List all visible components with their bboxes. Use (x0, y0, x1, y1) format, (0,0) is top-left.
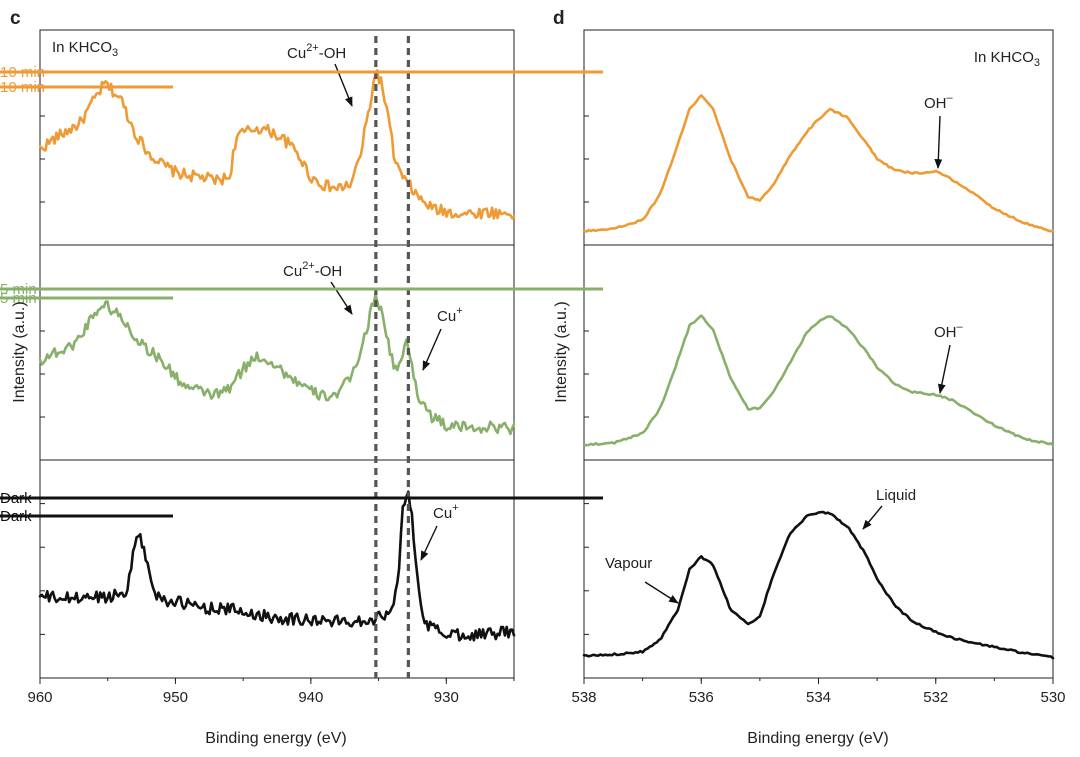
panel-d-annotation-arrow-2 (937, 344, 951, 394)
panel-c-series-10-min-line (38, 69, 516, 220)
panel-d-annotation-vapour-3: Vapour (605, 555, 652, 572)
panel-c-ylabel: Intensity (a.u.) (11, 301, 28, 402)
panel-d-series-5-min-line (582, 314, 1055, 447)
panel-c-xtick-label-940: 940 (298, 689, 323, 706)
panel-d-series-dark-line (582, 510, 1055, 660)
panel-c: c In KHCO3 10 min 5 min Dark Cu2+-OH Cu2+-OH… (0, 8, 516, 747)
panel-d-x-axis: 538 536 534 532 530 (571, 678, 1066, 706)
panel-c-legend-label-10-min: 10 min (0, 79, 45, 96)
panel-d-frame-2 (583, 244, 1054, 461)
panel-c-context-sub: 3 (112, 47, 118, 59)
panel-d-annotation-oh-2: OH– (934, 321, 964, 341)
panel-d-annotation-liquid-4: Liquid (876, 487, 916, 504)
panel-d-xtick-label-530: 530 (1040, 689, 1065, 706)
panel-c-series-dark-line (38, 490, 516, 642)
panel-c-xtick-label-930: 930 (434, 689, 459, 706)
panel-c-annotation-arrow-1 (334, 63, 353, 107)
panel-c-xtick-label-950: 950 (163, 689, 188, 706)
panel-c-frame-3 (39, 459, 515, 679)
panel-d-letter: d (553, 8, 565, 29)
panel-d-traces: 10 min 5 min Dark OH– OH– Vapour Liquid (0, 29, 1055, 679)
panel-c-context-label: In KHCO3 (52, 39, 118, 59)
panel-d-context-sub: 3 (1034, 57, 1040, 69)
panel-d-legend-label-dark: Dark (0, 490, 32, 507)
panel-c-xtick-label-960: 960 (27, 689, 52, 706)
panel-c-annotation-arrow-4 (420, 525, 438, 561)
panel-c-annotation-cu-4: Cu+ (433, 502, 459, 522)
panel-c-context-main: In KHCO (52, 39, 112, 56)
panel-d-xtick-label-534: 534 (806, 689, 831, 706)
panel-c-annotation-cu-3: Cu+ (437, 305, 463, 325)
panel-c-annotation-arrow-2 (330, 281, 353, 315)
panel-c-frame-2 (39, 244, 515, 461)
panel-c-letter: c (10, 8, 21, 29)
panel-d-ylabel: Intensity (a.u.) (553, 301, 570, 402)
panel-d-xtick-label-538: 538 (571, 689, 596, 706)
panel-d-context-label: In KHCO3 (974, 49, 1040, 69)
panel-d-xtick-label-536: 536 (689, 689, 714, 706)
panel-d-context-main: In KHCO (974, 49, 1034, 66)
panel-c-annotation-cu2-oh-1: Cu2+-OH (287, 42, 346, 62)
panel-d-annotation-arrow-1 (934, 115, 943, 169)
panel-d-legend-label-10-min: 10 min (0, 64, 45, 81)
panel-d-annotation-oh-1: OH– (924, 92, 954, 112)
panel-c-annotation-cu2-oh-2: Cu2+-OH (283, 260, 342, 280)
panel-c-x-axis: 960 950 940 930 (27, 678, 515, 706)
panel-d-series-10-min-line (582, 94, 1055, 233)
panel-c-legend-label-5-min: 5 min (0, 290, 37, 307)
panel-d-legend-label-5-min: 5 min (0, 281, 37, 298)
panel-c-annotation-arrow-3 (422, 328, 442, 371)
panel-c-legend-label-dark: Dark (0, 508, 32, 525)
panel-c-series-5-min-line (38, 293, 516, 436)
panel-d-xtick-label-532: 532 (923, 689, 948, 706)
panel-d-annotation-arrow-3 (644, 581, 679, 604)
panel-d-annotation-arrow-4 (862, 505, 883, 530)
panel-d-xlabel: Binding energy (eV) (747, 730, 888, 747)
panel-c-xlabel: Binding energy (eV) (205, 730, 346, 747)
panel-c-traces: 10 min 5 min Dark Cu2+-OH Cu2+-OH Cu+ Cu+ (0, 29, 516, 679)
